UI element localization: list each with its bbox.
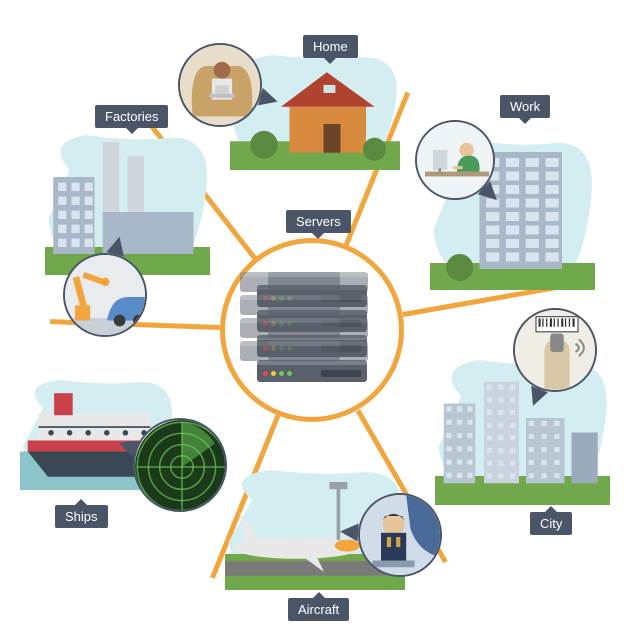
detail-factories <box>63 253 147 337</box>
label-work: Work <box>500 95 550 118</box>
label-factories: Factories <box>95 105 168 128</box>
server-led <box>263 371 268 376</box>
node-factories <box>45 135 210 275</box>
server-slot <box>321 370 361 377</box>
server-led <box>287 371 292 376</box>
server-back <box>268 272 368 364</box>
label-home: Home <box>303 35 358 58</box>
server-led <box>271 371 276 376</box>
label-aircraft: Aircraft <box>288 598 349 621</box>
server-led <box>279 371 284 376</box>
label-servers: Servers <box>286 210 351 233</box>
detail-ships <box>133 418 227 512</box>
detail-work <box>415 120 495 200</box>
detail-aircraft <box>358 493 442 577</box>
detail-city <box>513 308 597 392</box>
network-diagram: Servers Home Work City Aircraft Ships Factorie… <box>0 0 624 624</box>
label-city: City <box>530 512 572 535</box>
detail-home <box>178 43 262 127</box>
label-ships: Ships <box>55 505 108 528</box>
